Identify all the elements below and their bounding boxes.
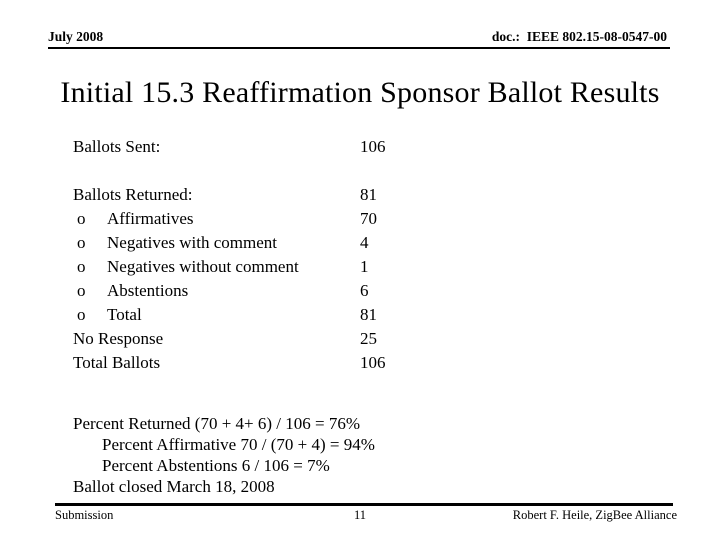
bullet-marker: o bbox=[77, 257, 86, 276]
page-title: Initial 15.3 Reaffirmation Sponsor Ballo… bbox=[60, 76, 660, 109]
table-row-ballots-sent: Ballots Sent: 106 bbox=[73, 135, 633, 159]
table-row-abstentions: o Abstentions 6 bbox=[73, 279, 633, 303]
row-value: 6 bbox=[360, 281, 369, 300]
footer-author: Robert F. Heile, ZigBee Alliance bbox=[512, 508, 677, 522]
row-value: 70 bbox=[360, 209, 377, 228]
percent-abstentions-line: Percent Abstentions 6 / 106 = 7% bbox=[102, 456, 330, 475]
percent-affirmative-line: Percent Affirmative 70 / (70 + 4) = 94% bbox=[102, 435, 375, 454]
table-row-affirmatives: o Affirmatives 70 bbox=[73, 207, 633, 231]
row-label: No Response bbox=[73, 329, 164, 348]
table-row-total-ballots: Total Ballots 106 bbox=[73, 351, 633, 375]
footer-page-number: 11 bbox=[353, 508, 367, 522]
bullet-marker: o bbox=[77, 233, 86, 252]
row-value: 106 bbox=[360, 137, 386, 156]
bullet-marker: o bbox=[77, 281, 86, 300]
row-value: 106 bbox=[360, 353, 386, 372]
row-value: 25 bbox=[360, 329, 377, 348]
row-spacer bbox=[73, 159, 633, 183]
bullet-marker: o bbox=[77, 209, 86, 228]
percent-returned-line: Percent Returned (70 + 4+ 6) / 106 = 76% bbox=[73, 414, 361, 433]
table-row-negatives-with-comment: o Negatives with comment 4 bbox=[73, 231, 633, 255]
table-row-negatives-without-comment: o Negatives without comment 1 bbox=[73, 255, 633, 279]
row-label: Negatives without comment bbox=[107, 257, 299, 276]
row-label: Ballots Sent: bbox=[73, 137, 161, 156]
percent-summary: Percent Returned (70 + 4+ 6) / 106 = 76%… bbox=[73, 413, 653, 497]
ballot-closed-line: Ballot closed March 18, 2008 bbox=[73, 477, 275, 496]
row-value: 1 bbox=[360, 257, 369, 276]
header-doc-number: doc.: IEEE 802.15-08-0547-00 bbox=[491, 29, 667, 44]
footer-rule bbox=[55, 503, 673, 506]
table-row-no-response: No Response 25 bbox=[73, 327, 633, 351]
row-label: Total Ballots bbox=[73, 353, 161, 372]
table-row-total: o Total 81 bbox=[73, 303, 633, 327]
row-value: 4 bbox=[360, 233, 369, 252]
row-label: Total bbox=[107, 305, 142, 324]
table-row-ballots-returned: Ballots Returned: 81 bbox=[73, 183, 633, 207]
row-value: 81 bbox=[360, 185, 377, 204]
row-label: Ballots Returned: bbox=[73, 185, 193, 204]
row-label: Negatives with comment bbox=[107, 233, 277, 252]
header-rule bbox=[48, 47, 670, 49]
row-label: Affirmatives bbox=[107, 209, 194, 228]
header-date: July 2008 bbox=[48, 29, 104, 44]
row-label: Abstentions bbox=[107, 281, 189, 300]
bullet-marker: o bbox=[77, 305, 86, 324]
row-value: 81 bbox=[360, 305, 377, 324]
footer-submission-label: Submission bbox=[55, 508, 114, 522]
ballot-results-table: Ballots Sent: 106 Ballots Returned: 81 o… bbox=[73, 135, 633, 375]
